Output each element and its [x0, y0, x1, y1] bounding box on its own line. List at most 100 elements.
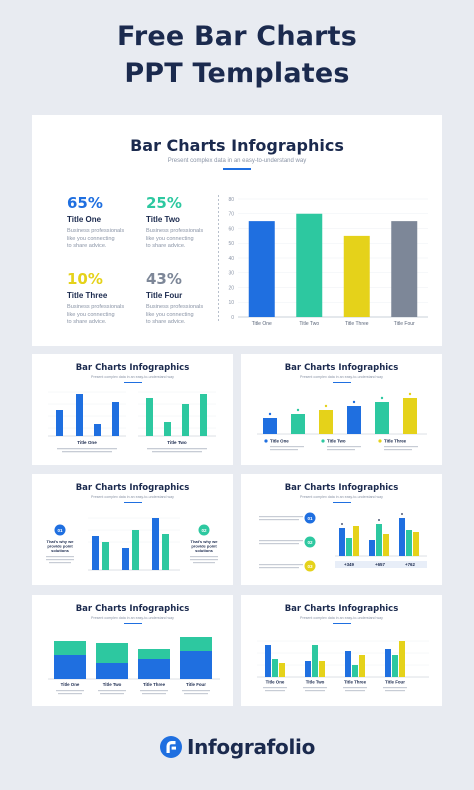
- bar: [353, 526, 359, 556]
- values-strip: [335, 561, 427, 568]
- stat-block-3: 10% Title Three Business professionals li…: [67, 270, 139, 327]
- chart-label: Title One: [77, 440, 97, 445]
- stat-block-1: 65% Title One Business professionals like…: [67, 194, 139, 251]
- y-tick-label: 10: [228, 300, 234, 306]
- card-subtitle: Present complex data in an easy-to-under…: [91, 375, 174, 379]
- bar: [413, 532, 419, 556]
- y-tick-label: 20: [228, 285, 234, 291]
- stat-title: Title Two: [146, 215, 180, 224]
- bar: [319, 661, 325, 677]
- bar-group: [385, 641, 405, 677]
- number-badge-label: 02: [201, 528, 207, 533]
- main-slide-title: Bar Charts Infographics: [130, 136, 344, 155]
- bar: [376, 524, 382, 556]
- stat-description: Business professionals like you connectin…: [146, 304, 204, 326]
- chart-label: Title Three: [344, 680, 367, 685]
- card-title: Bar Charts Infographics: [75, 483, 190, 493]
- bar: [392, 655, 398, 677]
- number-badge: [54, 524, 66, 536]
- template-card-2[interactable]: Bar Charts Infographics Present complex …: [241, 354, 442, 465]
- title-underline: [123, 382, 142, 384]
- bar: [102, 542, 109, 570]
- bar: [312, 645, 318, 677]
- bar: [263, 418, 277, 434]
- bar: [182, 404, 189, 436]
- card-1-chart: Title One Title Two: [48, 391, 216, 453]
- y-tick-label: 0: [231, 315, 234, 321]
- bar: [339, 528, 345, 556]
- stat-percent: 25%: [146, 194, 182, 212]
- header-line-2: PPT Templates: [124, 58, 350, 89]
- x-tick-label: Title Three: [345, 321, 369, 327]
- card-title: Bar Charts Infographics: [75, 604, 190, 614]
- legend-dot: [321, 439, 325, 443]
- card-5-chart: Title One Title Two Title Three Title Fo…: [48, 637, 220, 695]
- bar: [399, 518, 405, 556]
- y-tick-label: 50: [228, 241, 234, 247]
- card-subtitle: Present complex data in an easy-to-under…: [300, 616, 383, 620]
- stat-title: Title One: [67, 215, 102, 224]
- number-badge-label: 01: [57, 528, 63, 533]
- number-badge-label: 03: [307, 564, 313, 569]
- value-label: +349: [344, 562, 354, 567]
- legend-label: Title Three: [384, 439, 407, 444]
- x-tick-label: Title One: [252, 321, 272, 327]
- bar: [369, 540, 375, 556]
- bar: [375, 402, 389, 434]
- dotted-divider: [218, 195, 219, 323]
- bar: [385, 649, 391, 677]
- chart-label: Title Four: [186, 682, 206, 687]
- value-label: +762: [405, 562, 415, 567]
- x-tick-label: Title Four: [394, 321, 415, 327]
- number-badge-label: 02: [307, 540, 313, 545]
- bar: [152, 518, 159, 570]
- y-tick-label: 40: [228, 256, 234, 262]
- title-underline: [332, 502, 351, 504]
- main-slide-subtitle: Present complex data in an easy-to-under…: [167, 158, 307, 164]
- bar: [305, 661, 311, 677]
- template-card-5[interactable]: Bar Charts Infographics Present complex …: [32, 595, 233, 706]
- bar: [138, 659, 170, 679]
- bar: [343, 235, 370, 317]
- legend-dot: [378, 439, 382, 443]
- bar: [391, 221, 418, 317]
- main-bar-chart: 0 10 20 30 40 50 60 70 80 Title One Title Two Title…: [228, 197, 428, 327]
- bar-group: [305, 645, 325, 677]
- header-line-1: Free Bar Charts: [116, 21, 358, 52]
- y-tick-label: 30: [228, 271, 234, 277]
- marker: [296, 408, 300, 412]
- chart-label: Title One: [266, 680, 285, 685]
- page-header: Free Bar Charts PPT Templates: [0, 18, 474, 92]
- bar: [180, 651, 212, 679]
- bar: [399, 641, 405, 677]
- main-slide-card[interactable]: Bar Charts Infographics Present complex …: [32, 115, 442, 346]
- number-badge: [304, 536, 316, 548]
- card-subtitle: Present complex data in an easy-to-under…: [300, 495, 383, 499]
- card-2-chart: Title One Title Two Title Three: [257, 392, 427, 451]
- footer-brand[interactable]: Infografolio: [0, 735, 474, 759]
- brand-name: Infografolio: [186, 735, 316, 759]
- template-card-6[interactable]: Bar Charts Infographics Present complex …: [241, 595, 442, 706]
- chart-label: Title One: [61, 682, 80, 687]
- stat-percent: 10%: [67, 270, 103, 288]
- chart-label: Title Two: [103, 682, 122, 687]
- bar: [296, 213, 323, 317]
- stat-title: Title Four: [146, 291, 183, 300]
- bar: [56, 410, 63, 436]
- bar-group: [339, 526, 359, 556]
- template-card-1[interactable]: Bar Charts Infographics Present complex …: [32, 354, 233, 465]
- bar: [248, 221, 275, 317]
- bar: [279, 663, 285, 677]
- side-text: That's why we provide point solutions: [191, 539, 219, 553]
- bar-group: [399, 518, 419, 556]
- chart-label: Title Four: [385, 680, 405, 685]
- stat-percent: 43%: [146, 270, 182, 288]
- x-tick-label: Title Two: [299, 321, 319, 327]
- template-card-4[interactable]: Bar Charts Infographics Present complex …: [241, 474, 442, 585]
- marker: [408, 392, 412, 396]
- template-card-3[interactable]: Bar Charts Infographics Present complex …: [32, 474, 233, 585]
- infografolio-logo-icon: [159, 736, 182, 758]
- number-badge: [304, 512, 316, 524]
- bar: [122, 548, 129, 570]
- card-title: Bar Charts Infographics: [284, 604, 399, 614]
